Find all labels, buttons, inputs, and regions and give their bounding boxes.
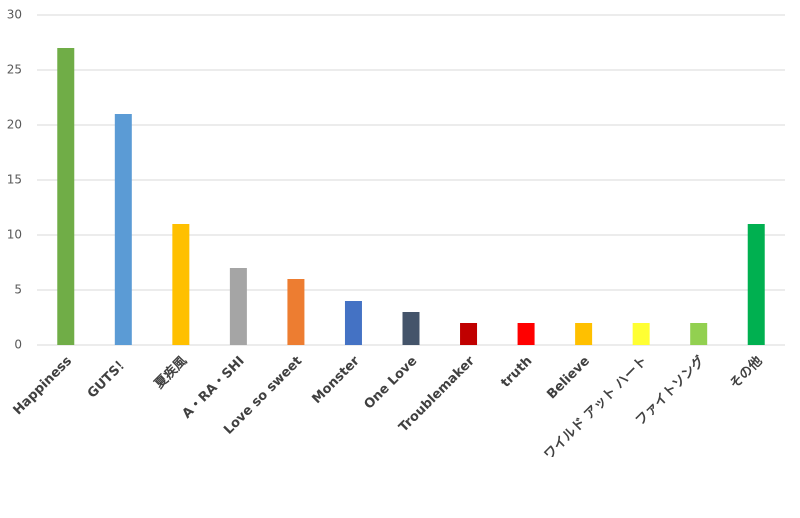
y-tick-label: 5 <box>14 283 22 297</box>
x-tick-label: Monster <box>310 353 364 407</box>
x-tick-label: 夏疾風 <box>151 353 191 393</box>
x-tick-label: その他 <box>727 353 766 392</box>
bar <box>229 268 247 345</box>
y-tick-label: 25 <box>7 63 22 77</box>
bar <box>287 279 305 345</box>
bar <box>57 48 75 345</box>
y-tick-label: 10 <box>7 228 22 242</box>
y-tick-label: 0 <box>14 338 22 352</box>
x-tick-label: One Love <box>362 354 421 413</box>
bar <box>747 224 765 345</box>
bar <box>460 323 478 345</box>
bar <box>114 114 132 345</box>
bar <box>632 323 650 345</box>
x-tick-label: truth <box>498 354 535 391</box>
y-tick-label: 15 <box>7 173 22 187</box>
x-tick-label: GUTS！ <box>85 354 133 402</box>
y-tick-label: 20 <box>7 118 22 132</box>
x-tick-label: ワイルド アット ハート <box>542 354 651 463</box>
bar <box>344 301 362 345</box>
x-tick-label: Happiness <box>11 354 76 419</box>
bar <box>575 323 593 345</box>
bar <box>172 224 190 345</box>
bar <box>517 323 535 345</box>
bar <box>402 312 420 345</box>
y-tick-label: 30 <box>7 8 22 22</box>
x-tick-label: Believe <box>544 354 593 403</box>
bar <box>690 323 708 345</box>
